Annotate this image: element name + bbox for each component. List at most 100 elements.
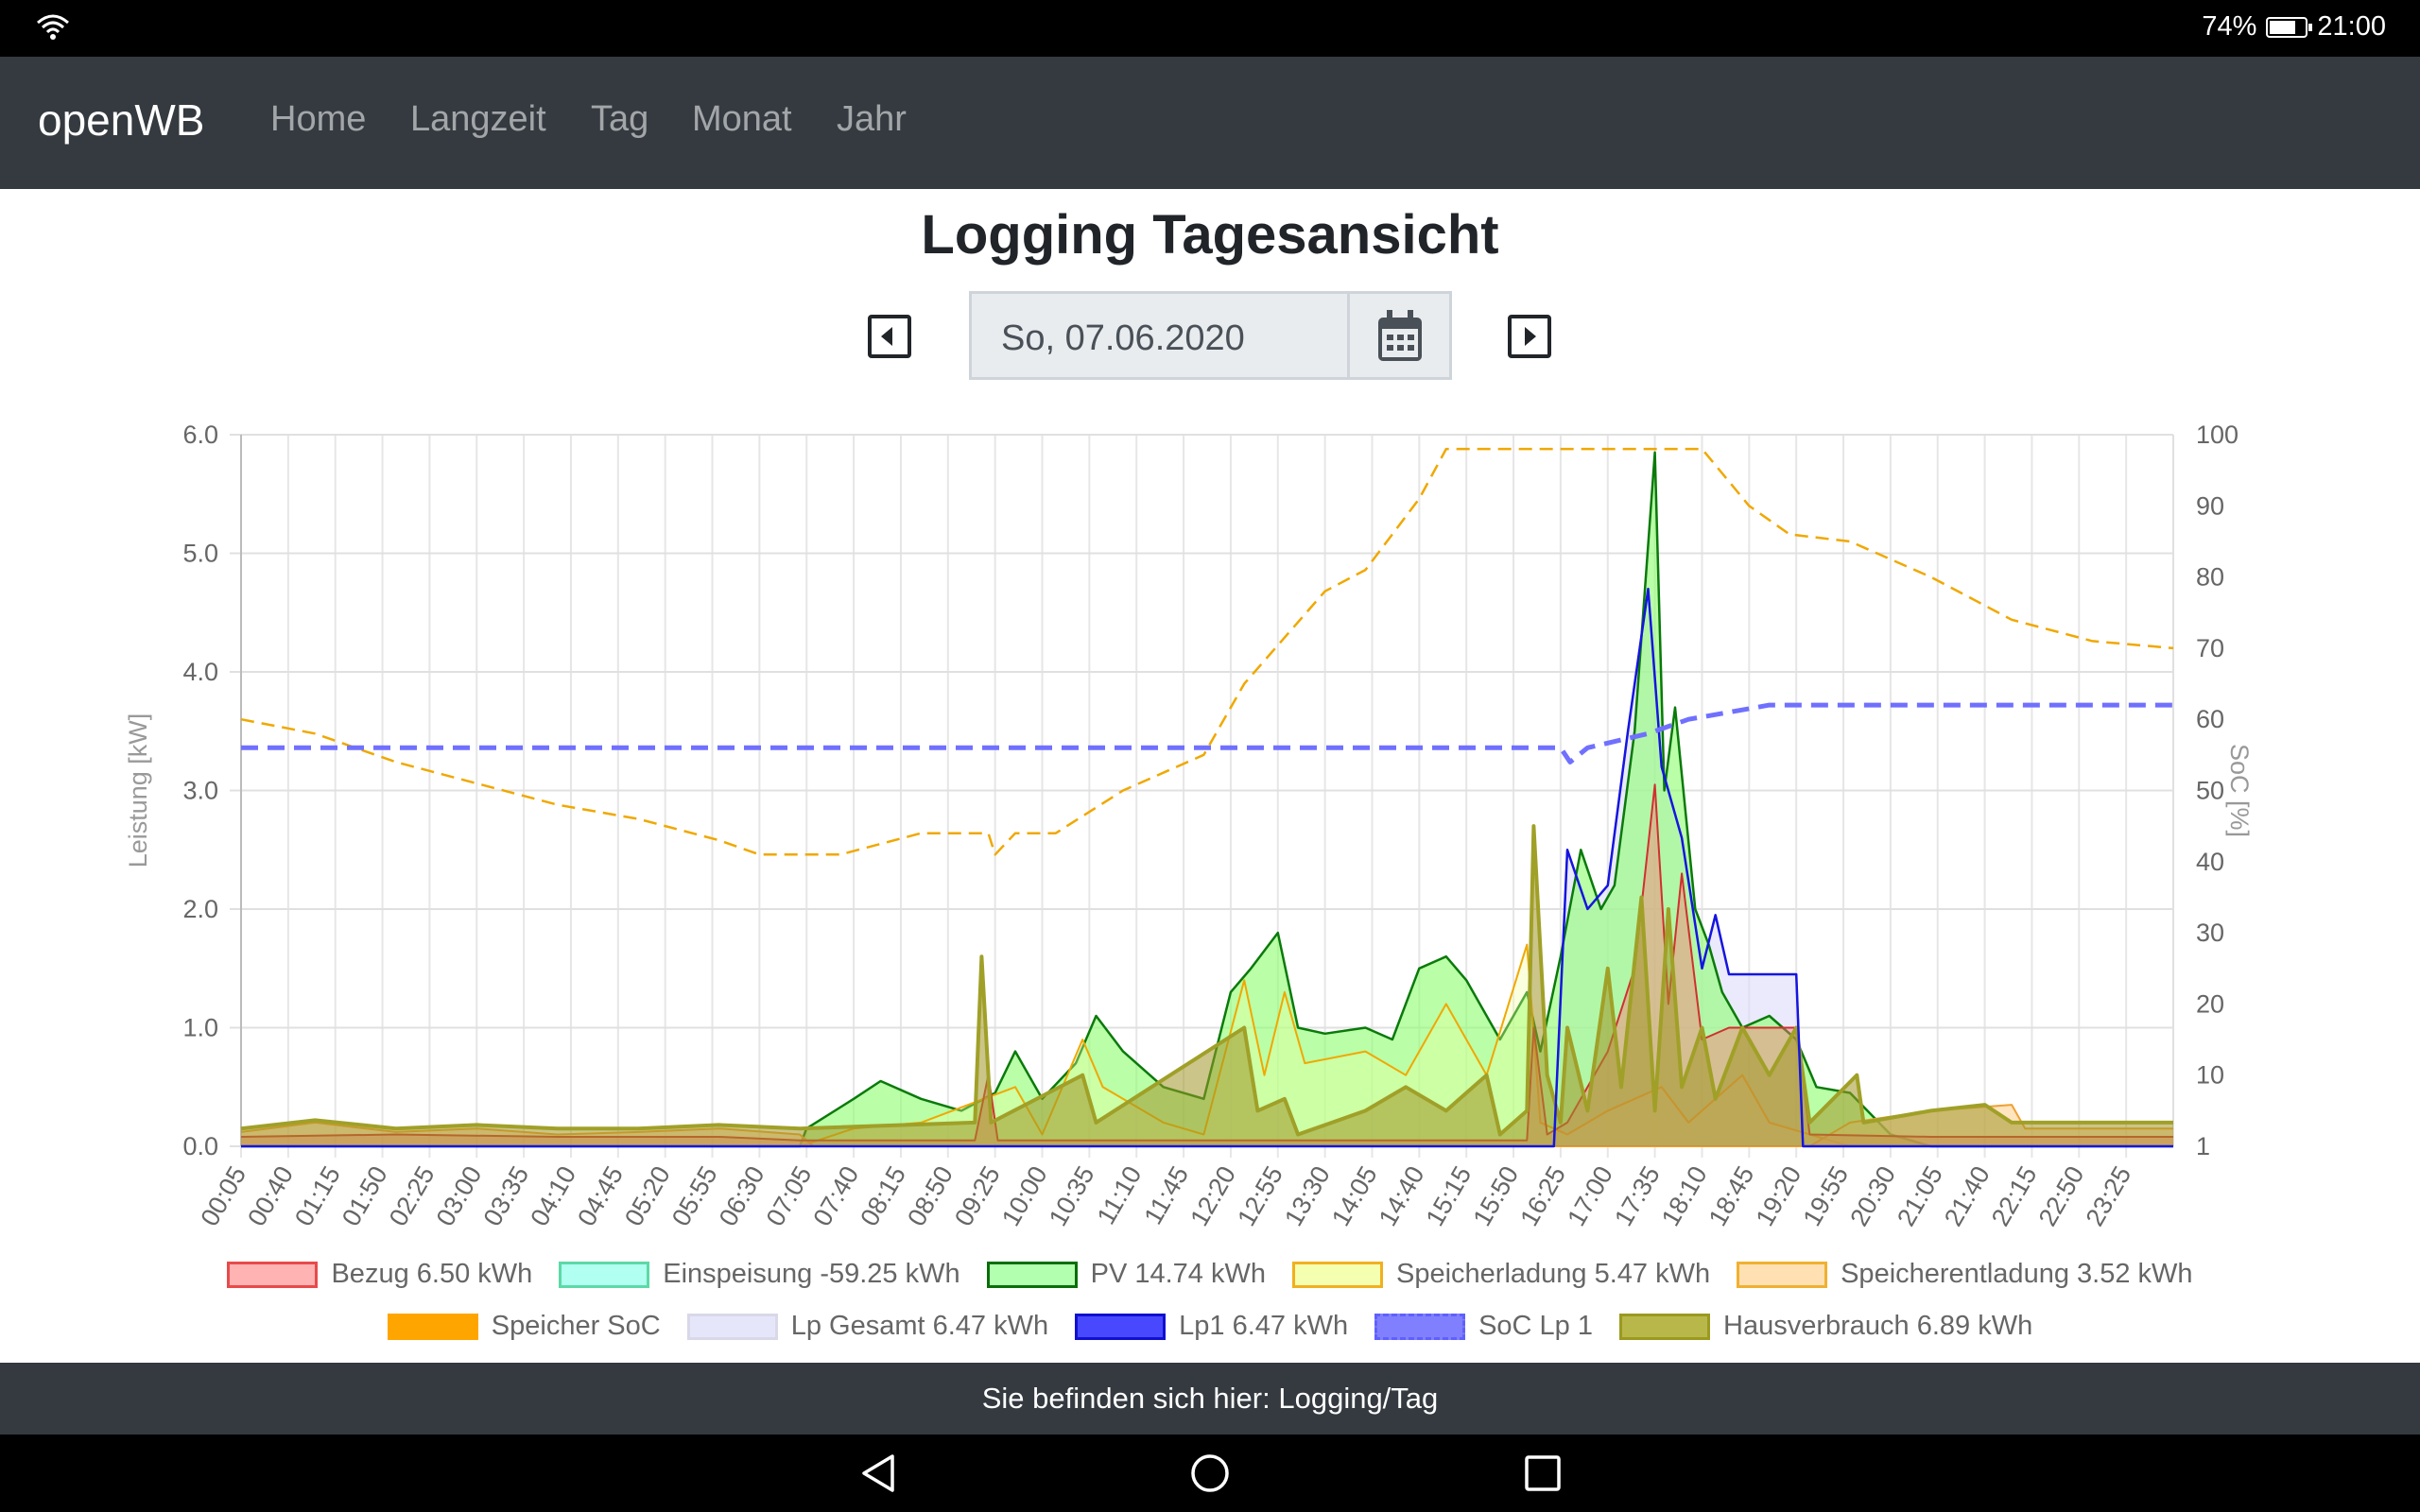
x-tick-label: 04:10	[525, 1161, 581, 1231]
series-area-pv	[241, 452, 2173, 1146]
x-tick-label: 00:40	[242, 1161, 299, 1231]
series-line-hausverbrauch	[240, 824, 2173, 1137]
nav-langzeit[interactable]: Langzeit	[410, 99, 546, 139]
legend-item[interactable]: Einspeisung -59.25 kWh	[559, 1259, 960, 1290]
y-tick-label: 6.0	[182, 421, 218, 449]
x-tick-label: 15:50	[1467, 1161, 1524, 1231]
legend-item[interactable]: Bezug 6.50 kWh	[227, 1259, 532, 1290]
legend-swatch	[387, 1313, 478, 1340]
battery-percent: 74%	[2202, 11, 2257, 42]
legend-swatch	[1619, 1313, 1710, 1340]
x-tick-label: 23:25	[2081, 1161, 2137, 1231]
legend-item[interactable]: Lp Gesamt 6.47 kWh	[686, 1311, 1049, 1342]
legend-item[interactable]: Speicher SoC	[387, 1311, 661, 1342]
y2-tick-label: 100	[2196, 421, 2238, 449]
x-tick-label: 05:20	[619, 1161, 676, 1231]
y2-tick-label: 60	[2196, 705, 2224, 733]
x-tick-label: 12:55	[1232, 1161, 1288, 1231]
legend-item[interactable]: Lp1 6.47 kWh	[1075, 1311, 1348, 1342]
date-input[interactable]: So, 07.06.2020	[969, 291, 1347, 380]
battery-icon	[2266, 16, 2313, 38]
x-tick-label: 03:35	[478, 1161, 535, 1231]
caret-right-icon	[1525, 327, 1536, 346]
x-tick-label: 03:00	[431, 1161, 488, 1231]
x-tick-label: 20:30	[1844, 1161, 1901, 1231]
x-tick-label: 11:10	[1092, 1161, 1148, 1229]
series-line-pv	[241, 451, 2173, 1148]
y-tick-label: 3.0	[182, 777, 218, 805]
x-tick-label: 05:55	[666, 1161, 723, 1231]
home-icon[interactable]	[1189, 1452, 1231, 1494]
legend-label: SoC Lp 1	[1478, 1311, 1593, 1341]
legend-item[interactable]: SoC Lp 1	[1374, 1311, 1593, 1342]
x-tick-label: 10:00	[996, 1161, 1053, 1231]
x-tick-label: 09:25	[949, 1161, 1006, 1231]
legend-swatch	[1374, 1313, 1466, 1340]
legend-swatch	[1075, 1313, 1167, 1340]
legend-label: Lp Gesamt 6.47 kWh	[790, 1311, 1049, 1341]
x-tick-label: 17:00	[1562, 1161, 1618, 1231]
x-tick-label: 01:50	[337, 1161, 393, 1231]
y2-tick-label: 50	[2196, 777, 2224, 805]
x-tick-label: 21:40	[1939, 1161, 1996, 1231]
y2-axis-title: SoC [%]	[2225, 744, 2254, 837]
nav-monat[interactable]: Monat	[692, 99, 792, 139]
legend-row-1: Bezug 6.50 kWh Einspeisung -59.25 kWh PV 1…	[0, 1259, 2420, 1290]
legend-label: Bezug 6.50 kWh	[331, 1259, 533, 1289]
calendar-button[interactable]	[1347, 291, 1452, 380]
y-tick-label: 5.0	[182, 540, 218, 568]
brand-logo[interactable]: openWB	[38, 95, 205, 145]
x-tick-label: 14:05	[1326, 1161, 1383, 1231]
y2-tick-label: 40	[2196, 848, 2224, 876]
footer-breadcrumb: Sie befinden sich hier: Logging/Tag	[0, 1363, 2420, 1435]
x-tick-label: 04:45	[572, 1161, 629, 1231]
recents-icon[interactable]	[1522, 1452, 1564, 1494]
legend-swatch	[686, 1313, 778, 1340]
series-line-soc-lp-1	[241, 702, 2173, 765]
x-tick-label: 18:10	[1656, 1161, 1713, 1231]
x-tick-label: 21:05	[1892, 1161, 1948, 1231]
x-tick-label: 13:30	[1279, 1161, 1336, 1231]
x-tick-label: 06:30	[714, 1161, 770, 1231]
legend-item[interactable]: PV 14.74 kWh	[986, 1259, 1266, 1290]
x-tick-label: 18:45	[1703, 1161, 1760, 1231]
series-line-speicher-soc	[240, 447, 2174, 856]
legend-swatch	[986, 1261, 1078, 1288]
next-day-button[interactable]	[1508, 315, 1551, 358]
legend-swatch	[559, 1261, 650, 1288]
legend-swatch	[1737, 1261, 1828, 1288]
legend-label: Speicherentladung 3.52 kWh	[1841, 1259, 2193, 1289]
legend-row-2: Speicher SoC Lp Gesamt 6.47 kWh Lp1 6.47 k…	[0, 1311, 2420, 1342]
legend-swatch	[227, 1261, 319, 1288]
x-tick-label: 15:15	[1421, 1161, 1478, 1231]
legend-label: Einspeisung -59.25 kWh	[663, 1259, 960, 1289]
legend-label: Speicherladung 5.47 kWh	[1395, 1259, 1711, 1289]
legend-label: Speicher SoC	[491, 1311, 661, 1341]
page-title: Logging Tagesansicht	[921, 204, 1499, 266]
y-axis-title: Leistung [kW]	[124, 713, 152, 868]
y2-tick-label: 20	[2196, 989, 2224, 1018]
system-navigation-bar	[0, 1435, 2420, 1512]
nav-jahr[interactable]: Jahr	[837, 99, 907, 139]
x-tick-label: 19:55	[1797, 1161, 1854, 1231]
caret-left-icon	[881, 327, 892, 346]
legend-item[interactable]: Hausverbrauch 6.89 kWh	[1619, 1311, 2032, 1342]
navbar: openWB Home Langzeit Tag Monat Jahr	[0, 57, 2420, 189]
x-tick-label: 22:50	[2033, 1161, 2090, 1231]
x-tick-label: 07:40	[808, 1161, 865, 1231]
x-tick-label: 17:35	[1609, 1161, 1666, 1231]
x-tick-label: 11:45	[1139, 1161, 1195, 1229]
x-tick-label: 12:20	[1184, 1161, 1241, 1231]
legend-swatch	[1291, 1261, 1383, 1288]
back-icon[interactable]	[858, 1452, 900, 1494]
legend-item[interactable]: Speicherladung 5.47 kWh	[1291, 1259, 1711, 1290]
previous-day-button[interactable]	[868, 315, 911, 358]
legend-item[interactable]: Speicherentladung 3.52 kWh	[1737, 1259, 2193, 1290]
x-tick-label: 14:40	[1374, 1161, 1430, 1231]
x-tick-label: 16:25	[1514, 1161, 1571, 1231]
nav-home[interactable]: Home	[270, 99, 367, 139]
nav-tag[interactable]: Tag	[591, 99, 649, 139]
status-bar: 74% 21:00	[0, 0, 2420, 57]
x-tick-label: 00:05	[195, 1161, 251, 1231]
calendar-icon	[1378, 310, 1422, 361]
